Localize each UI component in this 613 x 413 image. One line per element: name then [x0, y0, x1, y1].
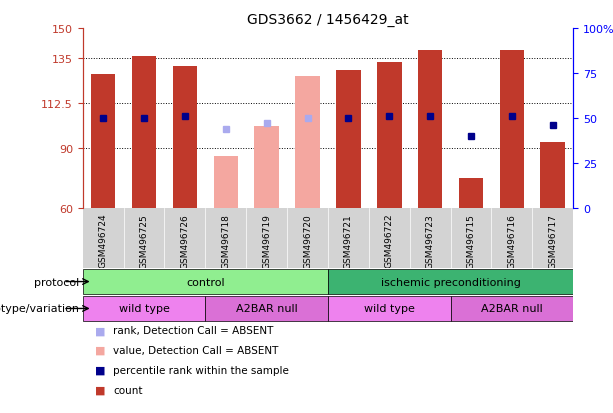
Text: wild type: wild type — [364, 304, 414, 314]
Bar — [377, 63, 402, 209]
Text: ■: ■ — [95, 365, 105, 375]
Text: protocol: protocol — [34, 277, 80, 287]
Text: A2BAR null: A2BAR null — [236, 304, 297, 314]
Text: percentile rank within the sample: percentile rank within the sample — [113, 365, 289, 375]
Text: ■: ■ — [95, 385, 105, 395]
Text: GSM496723: GSM496723 — [425, 214, 435, 268]
Bar — [336, 71, 360, 209]
Text: GSM496726: GSM496726 — [180, 214, 189, 268]
Text: GSM496722: GSM496722 — [385, 214, 394, 268]
Text: control: control — [186, 277, 225, 287]
Title: GDS3662 / 1456429_at: GDS3662 / 1456429_at — [247, 12, 409, 26]
Bar — [541, 143, 565, 209]
Bar — [328, 270, 573, 294]
Text: ■: ■ — [95, 325, 105, 335]
Text: value, Detection Call = ABSENT: value, Detection Call = ABSENT — [113, 345, 279, 355]
Bar — [83, 270, 328, 294]
Bar — [418, 51, 443, 209]
Bar — [500, 51, 524, 209]
Text: GSM496716: GSM496716 — [508, 214, 516, 268]
Bar — [295, 77, 320, 209]
Text: genotype/variation: genotype/variation — [0, 304, 80, 314]
Text: GSM496725: GSM496725 — [140, 214, 148, 268]
Text: rank, Detection Call = ABSENT: rank, Detection Call = ABSENT — [113, 325, 274, 335]
Text: GSM496718: GSM496718 — [221, 214, 230, 268]
Bar — [173, 67, 197, 209]
Bar — [254, 127, 279, 209]
Text: A2BAR null: A2BAR null — [481, 304, 543, 314]
Text: ischemic preconditioning: ischemic preconditioning — [381, 277, 520, 287]
Bar — [459, 178, 483, 209]
Bar — [83, 297, 205, 321]
Text: GSM496715: GSM496715 — [466, 214, 476, 268]
Bar — [451, 297, 573, 321]
Bar — [213, 157, 238, 209]
Text: wild type: wild type — [119, 304, 169, 314]
Bar — [328, 297, 451, 321]
Text: GSM496724: GSM496724 — [99, 214, 108, 268]
Text: GSM496717: GSM496717 — [548, 214, 557, 268]
Text: GSM496720: GSM496720 — [303, 214, 312, 268]
Text: GSM496721: GSM496721 — [344, 214, 353, 268]
Bar — [132, 57, 156, 209]
Text: GSM496719: GSM496719 — [262, 214, 271, 268]
Bar — [91, 75, 115, 209]
Text: count: count — [113, 385, 143, 395]
Text: ■: ■ — [95, 345, 105, 355]
Bar — [205, 297, 328, 321]
